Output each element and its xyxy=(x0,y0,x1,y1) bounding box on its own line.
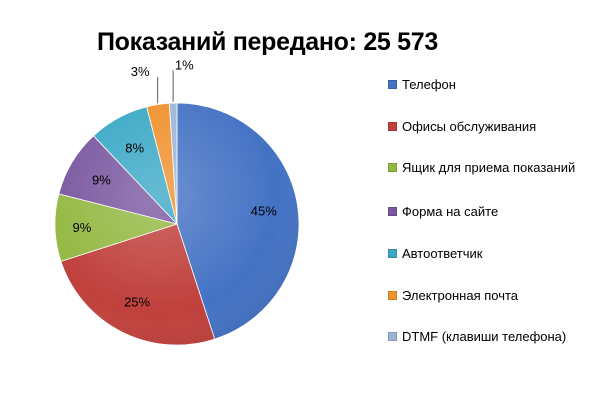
legend-swatch xyxy=(388,291,397,300)
legend-swatch xyxy=(388,249,397,258)
legend-label: DTMF (клавиши телефона) xyxy=(402,329,567,344)
legend-item: Ящик для приема показаний xyxy=(388,159,582,176)
chart-title: Показаний передано: 25 573 xyxy=(96,28,438,56)
data-label: 9% xyxy=(92,173,111,188)
legend-item: DTMF (клавиши телефона) xyxy=(388,328,582,345)
legend-item: Форма на сайте xyxy=(388,203,582,220)
data-label: 25% xyxy=(124,295,150,310)
legend-swatch xyxy=(388,163,397,172)
legend-swatch xyxy=(388,80,397,89)
legend-item: Автоответчик xyxy=(388,245,582,262)
legend-item: Телефон xyxy=(388,76,582,93)
legend-label: Ящик для приема показаний xyxy=(402,160,576,175)
data-label: 9% xyxy=(73,220,92,235)
data-label: 45% xyxy=(251,203,277,218)
legend-label: Телефон xyxy=(402,77,456,92)
legend-swatch xyxy=(388,332,397,341)
legend-swatch xyxy=(388,122,397,131)
legend-label: Электронная почта xyxy=(402,288,519,303)
data-label: 8% xyxy=(125,141,144,156)
legend-item: Офисы обслуживания xyxy=(388,118,582,135)
legend-swatch xyxy=(388,207,397,216)
data-label: 1% xyxy=(175,57,194,72)
legend-label: Офисы обслуживания xyxy=(402,119,537,134)
legend-label: Автоответчик xyxy=(402,246,483,261)
legend-label: Форма на сайте xyxy=(402,204,499,219)
legend-item: Электронная почта xyxy=(388,287,582,304)
data-label: 3% xyxy=(131,64,150,79)
